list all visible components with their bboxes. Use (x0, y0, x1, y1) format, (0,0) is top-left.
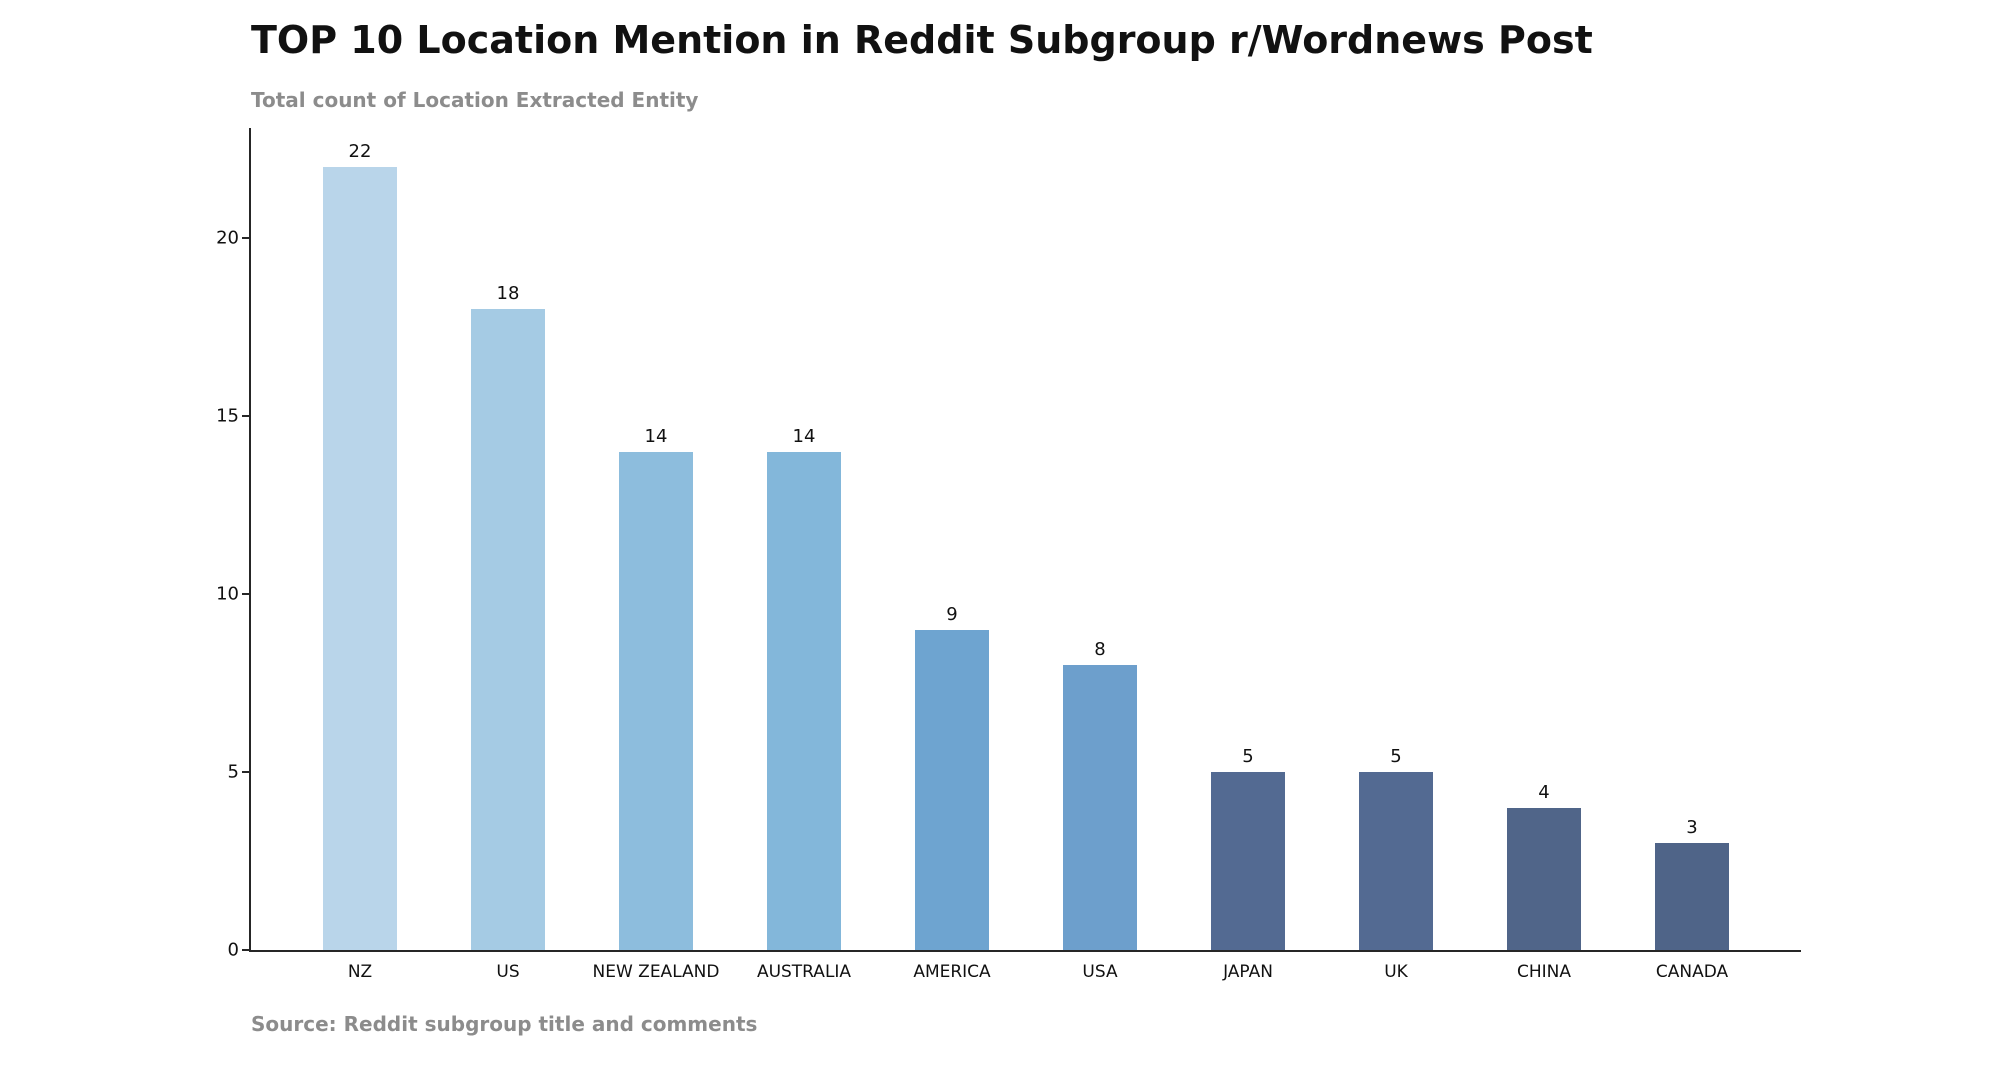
bar (1655, 843, 1729, 950)
chart-title: TOP 10 Location Mention in Reddit Subgro… (251, 18, 1593, 62)
bar (767, 451, 841, 950)
bar-value-label: 4 (1538, 781, 1550, 803)
source-note: Source: Reddit subgroup title and commen… (251, 1012, 758, 1036)
x-category-label: CANADA (1655, 962, 1729, 982)
y-tick-label: 0 (227, 939, 239, 961)
chart-subtitle: Total count of Location Extracted Entity (251, 88, 699, 112)
y-tick-mark (242, 237, 250, 240)
y-tick-label: 20 (216, 227, 239, 249)
bar-value-label: 22 (348, 141, 372, 163)
bar-value-label: 14 (644, 425, 668, 447)
bar (323, 167, 397, 950)
x-category-label: UK (1384, 962, 1408, 982)
y-tick-mark (242, 593, 250, 596)
bar (619, 451, 693, 950)
bar (1507, 807, 1581, 950)
x-category-label: CHINA (1516, 962, 1572, 982)
y-tick-mark (242, 771, 250, 774)
bar-value-label: 14 (792, 425, 816, 447)
bar-value-label: 3 (1686, 817, 1698, 839)
x-category-label: NZ (347, 962, 373, 982)
bar-value-label: 5 (1390, 746, 1402, 768)
x-category-label: NEW ZEALAND (592, 962, 720, 982)
bar-value-label: 5 (1242, 746, 1254, 768)
y-tick-label: 5 (227, 761, 239, 783)
bar (915, 629, 989, 950)
bar (1063, 665, 1137, 950)
bar-value-label: 8 (1094, 639, 1106, 661)
bar (471, 309, 545, 950)
plot-area: 0 5 10 15 20 22 NZ 18 US 14 NEW ZEALAND 14 AUSTRALIA… (216, 128, 1801, 982)
x-category-label: AUSTRALIA (756, 962, 852, 982)
y-tick-mark (242, 949, 250, 951)
x-category-label: JAPAN (1223, 962, 1273, 982)
y-tick-label: 15 (216, 405, 239, 427)
y-tick-label: 10 (216, 583, 239, 605)
x-category-label: AMERICA (913, 962, 991, 982)
y-tick-mark (242, 415, 250, 418)
x-category-label: US (496, 962, 520, 982)
bar (1359, 772, 1433, 950)
bar-value-label: 18 (496, 283, 520, 305)
bar (1211, 772, 1285, 950)
x-category-label: USA (1082, 962, 1118, 982)
bar-value-label: 9 (946, 603, 958, 625)
